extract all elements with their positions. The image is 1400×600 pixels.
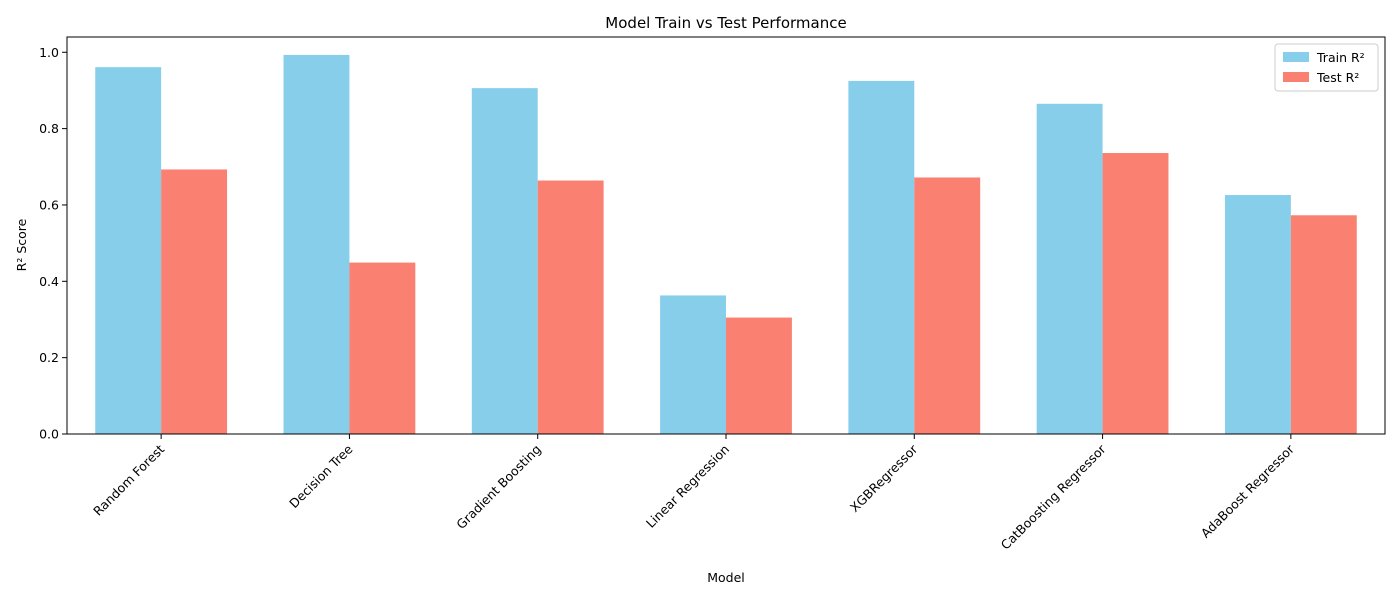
train-bar-5	[848, 80, 915, 435]
legend-label-train: Train R²	[1316, 50, 1365, 65]
test-bar-1	[161, 169, 228, 434]
test-bar-4	[726, 317, 792, 434]
test-bar-2	[349, 262, 416, 434]
train-bar-4	[660, 295, 726, 434]
test-bar-7	[1290, 215, 1357, 434]
y-tick-label: 0.4	[39, 274, 59, 289]
y-tick-label: 0.6	[39, 197, 59, 212]
test-bar-5	[914, 177, 981, 435]
legend-swatch-test	[1283, 72, 1309, 82]
test-bar-6	[1102, 153, 1169, 435]
test-bar-3	[537, 180, 604, 434]
legend-swatch-train	[1283, 52, 1309, 62]
legend-label-test: Test R²	[1316, 70, 1359, 85]
train-bar-1	[95, 67, 162, 434]
x-axis-label: Model	[707, 570, 745, 585]
bars-group	[95, 54, 1357, 435]
y-axis-ticks: 0.0 0.2 0.4 0.6 0.8 1.0	[39, 45, 67, 442]
y-axis-label: R² Score	[14, 218, 29, 271]
train-bar-6	[1036, 103, 1103, 435]
y-tick-label: 0.0	[39, 427, 59, 442]
y-tick-label: 0.2	[39, 350, 59, 365]
train-bar-7	[1224, 195, 1291, 434]
train-bar-3	[471, 88, 538, 435]
chart-title: Model Train vs Test Performance	[605, 14, 846, 32]
y-tick-label: 1.0	[39, 45, 59, 60]
train-bar-2	[283, 54, 350, 434]
y-tick-label: 0.8	[39, 121, 59, 136]
legend: Train R² Test R²	[1274, 43, 1379, 92]
